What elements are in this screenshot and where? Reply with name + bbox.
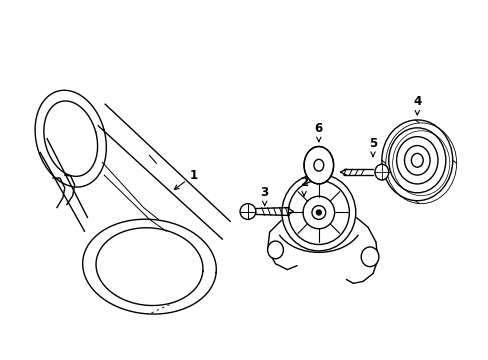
Ellipse shape [374,164,388,180]
Ellipse shape [267,241,283,259]
Ellipse shape [361,247,378,267]
Ellipse shape [282,174,355,251]
Ellipse shape [316,210,321,215]
Text: 1: 1 [174,168,198,189]
Text: 3: 3 [260,186,268,206]
Text: 6: 6 [314,122,322,141]
Ellipse shape [240,204,255,219]
Text: 4: 4 [412,95,421,115]
Text: 5: 5 [368,137,376,156]
Ellipse shape [381,120,452,201]
Ellipse shape [304,147,333,184]
Text: 2: 2 [300,176,307,196]
